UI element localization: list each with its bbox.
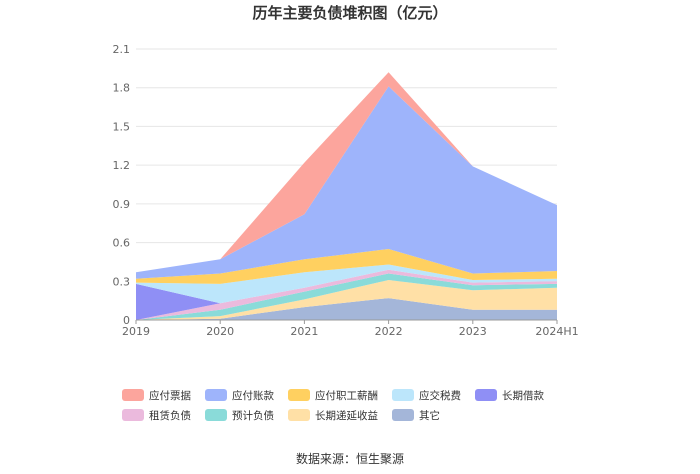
x-tick-label: 2021 bbox=[290, 325, 318, 338]
legend-item[interactable]: 应付票据 bbox=[122, 388, 191, 402]
legend-swatch bbox=[205, 409, 227, 421]
y-tick-label: 0.6 bbox=[113, 237, 131, 250]
x-tick-label: 2019 bbox=[122, 325, 150, 338]
legend-item[interactable]: 其它 bbox=[392, 408, 440, 422]
x-tick-label: 2023 bbox=[459, 325, 487, 338]
y-tick-label: 1.2 bbox=[113, 159, 131, 172]
y-tick-label: 1.5 bbox=[113, 120, 131, 133]
axes: 0 0.3 0.6 0.9 1.2 1.5 1.8 2.1 2019 2020 2021 2022 20… bbox=[113, 43, 579, 338]
y-tick-label: 0.3 bbox=[113, 275, 131, 288]
legend-swatch bbox=[392, 409, 414, 421]
legend-label: 长期递延收益 bbox=[315, 409, 378, 422]
y-tick-label: 1.8 bbox=[113, 82, 131, 95]
area-series-6 bbox=[136, 249, 557, 284]
legend-item[interactable]: 应付职工薪酬 bbox=[288, 388, 378, 402]
legend-label: 租赁负债 bbox=[149, 409, 191, 422]
legend-swatch bbox=[122, 389, 144, 401]
area-series-1 bbox=[136, 280, 557, 320]
legend-item[interactable]: 应付账款 bbox=[205, 388, 274, 402]
legend-swatch bbox=[392, 389, 414, 401]
legend-item[interactable]: 租赁负债 bbox=[122, 408, 191, 422]
data-source: 数据来源：恒生聚源 bbox=[295, 452, 404, 466]
x-tick-label: 2022 bbox=[375, 325, 403, 338]
legend-label: 预计负债 bbox=[232, 409, 274, 422]
legend-swatch bbox=[288, 389, 310, 401]
area-series-0 bbox=[136, 298, 557, 320]
area-series-7 bbox=[136, 86, 557, 279]
legend-swatch bbox=[288, 409, 310, 421]
area-series-2 bbox=[136, 273, 557, 320]
legend-item[interactable]: 预计负债 bbox=[205, 408, 274, 422]
y-tick-label: 2.1 bbox=[113, 43, 131, 56]
legend-label: 应付账款 bbox=[232, 389, 274, 402]
legend-swatch bbox=[475, 389, 497, 401]
y-tick-label: 0.9 bbox=[113, 198, 131, 211]
stacked-area-chart: 0 0.3 0.6 0.9 1.2 1.5 1.8 2.1 2019 2020 2021 2022 20… bbox=[113, 43, 579, 338]
area-series-3 bbox=[136, 269, 557, 320]
legend-label: 应付票据 bbox=[149, 389, 191, 402]
area-series-5 bbox=[136, 264, 557, 304]
legend-label: 应付职工薪酬 bbox=[315, 389, 378, 402]
legend-swatch bbox=[205, 389, 227, 401]
x-tick-label: 2020 bbox=[206, 325, 234, 338]
legend: 应付票据 应付账款 应付职工薪酬 应交税费 长期借款租赁负债 预计负债 长期递延收益 其它 bbox=[122, 388, 592, 422]
legend-label: 长期借款 bbox=[502, 389, 544, 402]
y-tick-label: 0 bbox=[123, 314, 130, 327]
legend-swatch bbox=[122, 409, 144, 421]
x-tick-label: 2024H1 bbox=[535, 325, 578, 338]
area-series bbox=[136, 72, 557, 320]
legend-label: 其它 bbox=[419, 409, 440, 422]
legend-item[interactable]: 应交税费 bbox=[392, 388, 461, 402]
legend-item[interactable]: 长期递延收益 bbox=[288, 408, 378, 422]
chart-title: 历年主要负债堆积图（亿元） bbox=[252, 4, 448, 22]
legend-item[interactable]: 长期借款 bbox=[475, 388, 544, 402]
legend-label: 应交税费 bbox=[419, 389, 461, 402]
